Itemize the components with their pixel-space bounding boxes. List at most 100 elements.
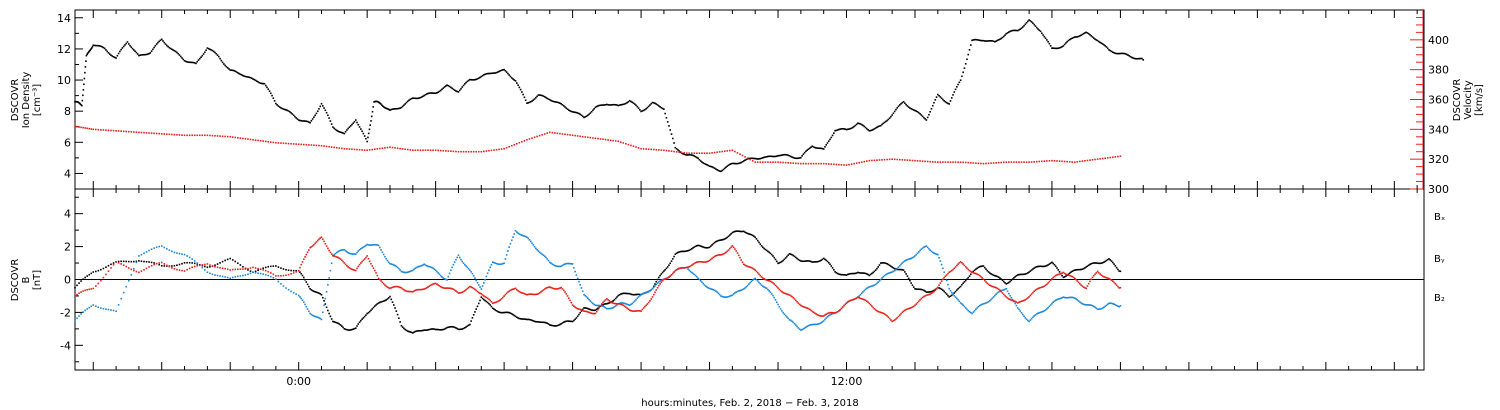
data-point xyxy=(201,134,204,137)
data-point xyxy=(219,266,221,269)
data-point xyxy=(778,288,781,291)
data-point xyxy=(848,300,850,303)
data-point xyxy=(502,296,504,299)
data-point xyxy=(801,260,803,263)
data-point xyxy=(112,56,115,58)
data-point xyxy=(119,50,121,53)
data-point xyxy=(559,102,561,104)
data-point xyxy=(361,149,363,151)
data-point xyxy=(1060,46,1062,49)
data-point xyxy=(822,162,825,165)
data-point xyxy=(264,266,267,269)
data-point xyxy=(1090,304,1093,307)
data-point xyxy=(234,70,237,73)
data-point xyxy=(148,249,150,252)
data-point xyxy=(1048,280,1051,283)
data-point xyxy=(214,135,216,137)
data-point xyxy=(429,92,432,94)
data-point xyxy=(392,304,395,306)
data-point xyxy=(862,272,864,274)
data-point xyxy=(1092,262,1095,264)
data-point xyxy=(1057,269,1060,271)
data-point xyxy=(688,265,691,268)
data-point xyxy=(158,132,161,135)
data-point xyxy=(641,110,644,112)
data-point xyxy=(952,94,954,96)
data-point xyxy=(597,307,599,310)
data-point xyxy=(1080,302,1082,304)
data-point xyxy=(235,71,238,73)
data-point xyxy=(746,232,749,235)
data-point xyxy=(83,83,85,86)
data-point xyxy=(608,104,611,106)
data-point xyxy=(839,308,841,311)
data-point xyxy=(764,286,767,289)
data-point xyxy=(523,318,526,320)
data-point xyxy=(639,293,641,296)
data-point xyxy=(356,251,358,254)
data-point xyxy=(160,245,163,247)
data-point xyxy=(815,313,817,315)
data-point xyxy=(88,50,91,52)
data-point xyxy=(167,45,169,48)
data-point xyxy=(764,156,767,158)
data-point xyxy=(718,254,721,256)
data-point xyxy=(453,261,456,263)
data-point xyxy=(565,262,568,265)
data-point xyxy=(450,287,452,290)
data-point xyxy=(496,310,499,313)
data-point xyxy=(200,56,202,58)
data-point xyxy=(854,272,857,275)
data-point xyxy=(325,245,328,247)
data-point xyxy=(1040,311,1043,313)
data-point xyxy=(301,299,304,302)
data-point xyxy=(198,264,201,267)
data-point xyxy=(760,284,763,286)
data-point xyxy=(573,111,575,113)
data-point xyxy=(867,286,869,289)
data-point xyxy=(390,108,393,111)
data-point xyxy=(428,92,431,94)
data-point xyxy=(309,246,311,249)
data-point xyxy=(755,158,758,160)
data-point xyxy=(1046,264,1048,267)
data-point xyxy=(680,250,683,253)
data-point xyxy=(763,286,765,288)
data-point xyxy=(660,279,663,282)
data-point xyxy=(348,267,351,269)
data-point xyxy=(883,274,886,277)
data-point xyxy=(661,107,664,110)
data-point xyxy=(982,39,985,42)
data-point xyxy=(527,318,530,321)
data-point xyxy=(341,131,343,134)
data-point xyxy=(379,278,381,281)
data-point xyxy=(707,246,710,249)
data-point xyxy=(135,131,138,133)
data-point xyxy=(412,332,414,334)
data-point xyxy=(107,52,110,54)
data-point xyxy=(876,126,878,129)
data-point xyxy=(523,235,526,237)
data-point xyxy=(600,305,603,307)
data-point xyxy=(720,239,722,241)
data-point xyxy=(871,285,873,287)
data-point xyxy=(896,267,899,270)
data-point xyxy=(1014,302,1016,305)
data-point xyxy=(833,269,835,271)
data-point xyxy=(862,298,864,301)
data-point xyxy=(611,307,613,309)
data-point xyxy=(347,266,349,268)
data-point xyxy=(141,53,144,56)
data-point xyxy=(782,259,784,262)
data-point xyxy=(711,166,713,168)
data-point xyxy=(869,129,872,132)
data-point xyxy=(977,39,980,41)
data-point xyxy=(481,285,484,287)
data-point xyxy=(406,290,409,293)
data-point xyxy=(247,273,249,276)
data-point xyxy=(427,149,429,152)
data-point xyxy=(604,299,607,301)
data-point xyxy=(666,266,669,268)
data-point xyxy=(625,292,627,295)
data-point xyxy=(476,290,479,293)
